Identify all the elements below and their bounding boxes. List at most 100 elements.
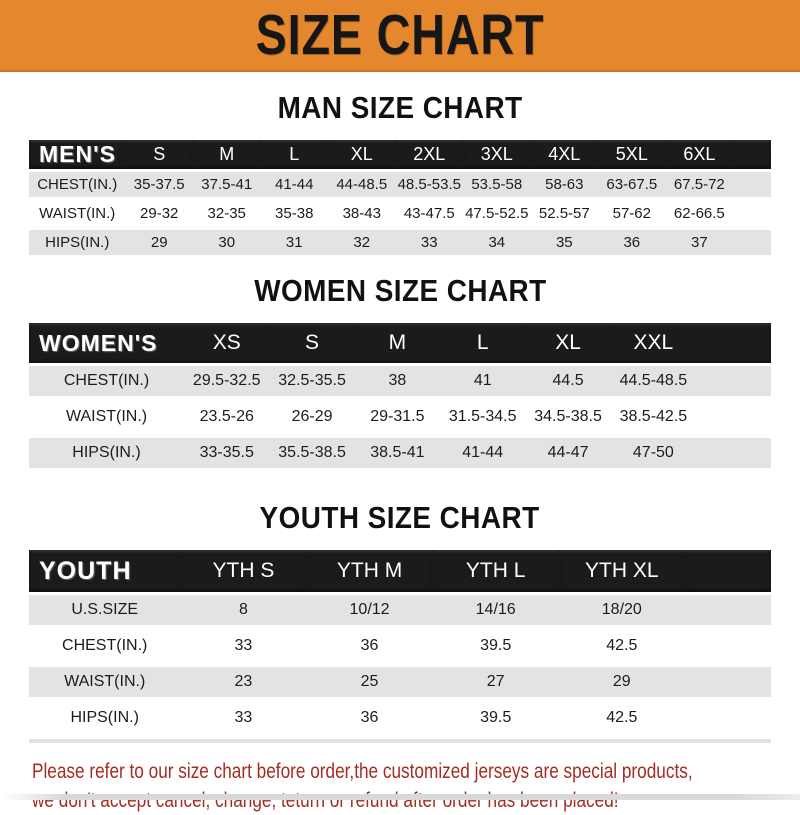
size-cell: 57-62 bbox=[598, 201, 666, 230]
size-cell: 34 bbox=[463, 230, 531, 259]
size-cell: 35-38 bbox=[260, 201, 328, 230]
size-cell: 10/12 bbox=[306, 595, 433, 631]
size-cell: 33-35.5 bbox=[184, 438, 270, 474]
size-cell: 44-48.5 bbox=[328, 172, 396, 201]
column-header: 6XL bbox=[665, 140, 734, 172]
size-cell: 38.5-41 bbox=[354, 438, 441, 474]
size-cell: 30 bbox=[192, 230, 261, 259]
size-cell: 29-32 bbox=[125, 201, 193, 230]
youth-table-corner-label: YOUTH bbox=[29, 550, 181, 595]
column-header: YTH XL bbox=[558, 550, 685, 595]
size-cell: 35 bbox=[530, 230, 599, 259]
size-cell: 31 bbox=[260, 230, 328, 259]
size-cell: 41-44 bbox=[440, 438, 526, 474]
size-cell: 29 bbox=[558, 667, 685, 703]
banner: SIZE CHART bbox=[0, 0, 800, 72]
size-cell: 41-44 bbox=[260, 172, 328, 201]
size-cell: 38 bbox=[354, 366, 441, 402]
size-cell: 44.5-48.5 bbox=[610, 366, 697, 402]
column-header: YTH S bbox=[180, 550, 307, 595]
size-cell: 23.5-26 bbox=[184, 402, 270, 438]
size-cell: 53.5-58 bbox=[463, 172, 531, 201]
table-row: CHEST(IN.) 35-37.5 37.5-41 41-44 44-48.5… bbox=[29, 172, 771, 201]
spacer-cell bbox=[733, 201, 771, 230]
column-header: YTH M bbox=[306, 550, 433, 595]
size-cell: 44.5 bbox=[525, 366, 611, 402]
column-header: 4XL bbox=[530, 140, 599, 172]
column-header: 5XL bbox=[598, 140, 666, 172]
column-header: 2XL bbox=[395, 140, 464, 172]
bottom-strip bbox=[0, 794, 800, 800]
size-cell: 36 bbox=[306, 703, 433, 739]
row-label: CHEST(IN.) bbox=[29, 631, 181, 667]
row-label: CHEST(IN.) bbox=[29, 172, 126, 201]
size-cell: 36 bbox=[598, 230, 666, 259]
table-row: WAIST(IN.) 29-32 32-35 35-38 38-43 43-47… bbox=[29, 201, 771, 230]
women-table-corner-label: WOMEN'S bbox=[29, 323, 185, 366]
spacer-cell bbox=[696, 366, 771, 402]
spacer-cell bbox=[733, 140, 771, 172]
row-label: HIPS(IN.) bbox=[29, 438, 185, 474]
size-cell: 42.5 bbox=[558, 631, 685, 667]
column-header: XL bbox=[525, 323, 611, 366]
size-cell: 48.5-53.5 bbox=[395, 172, 464, 201]
section-heading-man: MAN SIZE CHART bbox=[0, 90, 800, 126]
size-cell: 63-67.5 bbox=[598, 172, 666, 201]
section-heading-man-text: MAN SIZE CHART bbox=[277, 90, 523, 125]
row-label: CHEST(IN.) bbox=[29, 366, 185, 402]
section-heading-youth: YOUTH SIZE CHART bbox=[0, 500, 800, 536]
size-cell: 33 bbox=[180, 703, 307, 739]
row-label: HIPS(IN.) bbox=[29, 230, 126, 259]
size-cell: 44-47 bbox=[525, 438, 611, 474]
size-cell: 32 bbox=[328, 230, 396, 259]
spacer-cell bbox=[684, 595, 771, 631]
size-cell: 14/16 bbox=[432, 595, 559, 631]
row-label: WAIST(IN.) bbox=[29, 667, 181, 703]
spacer-cell bbox=[696, 402, 771, 438]
size-cell: 58-63 bbox=[530, 172, 599, 201]
row-label: WAIST(IN.) bbox=[29, 201, 126, 230]
column-header: M bbox=[354, 323, 441, 366]
size-cell: 36 bbox=[306, 631, 433, 667]
size-cell: 23 bbox=[180, 667, 307, 703]
banner-title: SIZE CHART bbox=[255, 2, 545, 67]
spacer-cell bbox=[696, 438, 771, 474]
table-row: CHEST(IN.) 33 36 39.5 42.5 bbox=[29, 631, 771, 667]
column-header: 3XL bbox=[463, 140, 531, 172]
section-heading-youth-text: YOUTH SIZE CHART bbox=[259, 500, 541, 535]
size-cell: 47-50 bbox=[610, 438, 697, 474]
footer-line-2: we don't accept cancel, change, teturn o… bbox=[32, 788, 619, 812]
footer-line-1: Please refer to our size chart before or… bbox=[32, 759, 693, 783]
size-cell: 27 bbox=[432, 667, 559, 703]
table-row: U.S.SIZE 8 10/12 14/16 18/20 bbox=[29, 595, 771, 631]
size-cell: 39.5 bbox=[432, 631, 559, 667]
men-header-row: MEN'S S M L XL 2XL 3XL 4XL 5XL 6XL bbox=[29, 140, 771, 172]
footer-note: Please refer to our size chart before or… bbox=[32, 757, 800, 815]
youth-size-table: YOUTH YTH S YTH M YTH L YTH XL U.S.SIZE … bbox=[29, 550, 771, 743]
spacer-cell bbox=[684, 703, 771, 739]
column-header: S bbox=[125, 140, 193, 172]
size-cell: 25 bbox=[306, 667, 433, 703]
women-size-table: WOMEN'S XS S M L XL XXL CHEST(IN.) 29.5-… bbox=[29, 323, 771, 474]
size-cell: 34.5-38.5 bbox=[525, 402, 611, 438]
size-cell: 42.5 bbox=[558, 703, 685, 739]
section-heading-women-text: WOMEN SIZE CHART bbox=[253, 273, 547, 308]
size-cell: 35.5-38.5 bbox=[269, 438, 355, 474]
column-header: YTH L bbox=[432, 550, 559, 595]
size-cell: 18/20 bbox=[558, 595, 685, 631]
size-cell: 31.5-34.5 bbox=[440, 402, 526, 438]
youth-header-row: YOUTH YTH S YTH M YTH L YTH XL bbox=[29, 550, 771, 595]
size-cell: 29.5-32.5 bbox=[184, 366, 270, 402]
column-header: XL bbox=[328, 140, 396, 172]
spacer-cell bbox=[733, 172, 771, 201]
size-cell: 47.5-52.5 bbox=[463, 201, 531, 230]
size-cell: 52.5-57 bbox=[530, 201, 599, 230]
size-cell: 35-37.5 bbox=[125, 172, 193, 201]
spacer-cell bbox=[684, 550, 771, 595]
column-header: L bbox=[260, 140, 328, 172]
men-size-table: MEN'S S M L XL 2XL 3XL 4XL 5XL 6XL CHEST… bbox=[29, 140, 771, 259]
size-cell: 37.5-41 bbox=[192, 172, 261, 201]
size-cell: 62-66.5 bbox=[665, 201, 734, 230]
column-header: S bbox=[269, 323, 355, 366]
